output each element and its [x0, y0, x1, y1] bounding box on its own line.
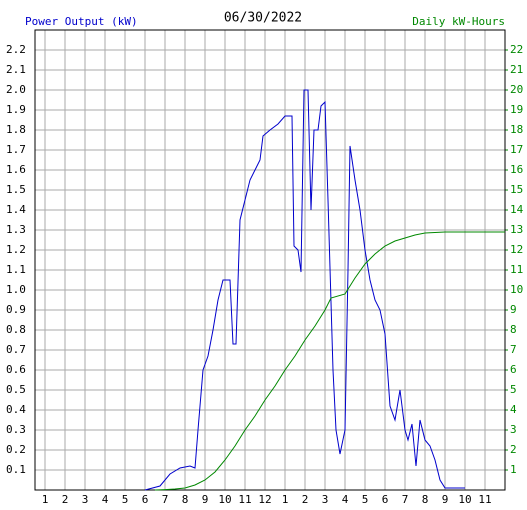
x-tick-label: 8 — [422, 493, 429, 506]
y-tick-label: 0.1 — [6, 463, 26, 476]
x-tick-label: 9 — [442, 493, 449, 506]
y2-tick-label: 10 — [510, 283, 523, 296]
y2-tick-label: 17 — [510, 143, 523, 156]
x-tick-label: 3 — [322, 493, 329, 506]
x-tick-label: 4 — [342, 493, 349, 506]
y-tick-label: 0.2 — [6, 443, 26, 456]
y2-tick-label: 12 — [510, 243, 523, 256]
chart-title: 06/30/2022 — [224, 11, 302, 26]
x-tick-label: 4 — [102, 493, 109, 506]
y-axis-label: Power Output (kW) — [25, 15, 138, 28]
y-tick-label: 1.9 — [6, 103, 26, 116]
y-tick-label: 2.1 — [6, 63, 26, 76]
y-tick-label: 1.0 — [6, 283, 26, 296]
x-tick-label: 11 — [238, 493, 251, 506]
x-tick-label: 5 — [122, 493, 129, 506]
y2-tick-label: 2 — [510, 443, 517, 456]
x-tick-label: 8 — [182, 493, 189, 506]
y-tick-label: 2.0 — [6, 83, 26, 96]
x-tick-label: 1 — [42, 493, 49, 506]
y2-tick-label: 1 — [510, 463, 517, 476]
y-tick-label: 1.7 — [6, 143, 26, 156]
y-tick-label: 0.5 — [6, 383, 26, 396]
y2-tick-label: 6 — [510, 363, 517, 376]
x-tick-label: 10 — [218, 493, 231, 506]
x-tick-label: 7 — [402, 493, 409, 506]
y-tick-label: 0.8 — [6, 323, 26, 336]
y2-tick-label: 13 — [510, 223, 523, 236]
y-tick-label: 1.4 — [6, 203, 26, 216]
y2-tick-label: 8 — [510, 323, 517, 336]
y2-tick-label: 19 — [510, 103, 523, 116]
y-tick-label: 0.3 — [6, 423, 26, 436]
series-line — [144, 89, 465, 491]
x-tick-label: 5 — [362, 493, 369, 506]
x-tick-label: 6 — [142, 493, 149, 506]
x-tick-label: 7 — [162, 493, 169, 506]
x-tick-label: 3 — [82, 493, 89, 506]
y-tick-label: 0.4 — [6, 403, 26, 416]
y2-tick-label: 16 — [510, 163, 523, 176]
y2-tick-label: 15 — [510, 183, 523, 196]
y2-tick-label: 22 — [510, 43, 523, 56]
y2-tick-label: 7 — [510, 343, 517, 356]
y2-tick-label: 21 — [510, 63, 523, 76]
y-tick-label: 1.8 — [6, 123, 26, 136]
y2-tick-label: 20 — [510, 83, 523, 96]
x-tick-label: 2 — [62, 493, 69, 506]
x-tick-label: 10 — [458, 493, 471, 506]
y2-tick-label: 18 — [510, 123, 523, 136]
x-tick-label: 11 — [478, 493, 491, 506]
plot-border — [34, 29, 506, 491]
y-tick-label: 2.2 — [6, 43, 26, 56]
series-line — [154, 231, 505, 491]
x-tick-label: 2 — [302, 493, 309, 506]
y-tick-label: 1.1 — [6, 263, 26, 276]
y-tick-label: 1.2 — [6, 243, 26, 256]
y2-tick-label: 11 — [510, 263, 523, 276]
x-tick-label: 12 — [258, 493, 271, 506]
y-tick-label: 0.9 — [6, 303, 26, 316]
y-tick-label: 0.7 — [6, 343, 26, 356]
y2-axis-label: Daily kW-Hours — [412, 15, 505, 28]
y-tick-label: 1.3 — [6, 223, 26, 236]
y2-tick-label: 3 — [510, 423, 517, 436]
y2-tick-label: 5 — [510, 383, 517, 396]
x-tick-label: 9 — [202, 493, 209, 506]
y2-tick-label: 4 — [510, 403, 517, 416]
y-tick-label: 0.6 — [6, 363, 26, 376]
y2-tick-label: 14 — [510, 203, 524, 216]
y2-tick-label: 9 — [510, 303, 517, 316]
x-tick-label: 6 — [382, 493, 389, 506]
x-tick-label: 1 — [282, 493, 289, 506]
y-tick-label: 1.5 — [6, 183, 26, 196]
y-tick-label: 1.6 — [6, 163, 26, 176]
